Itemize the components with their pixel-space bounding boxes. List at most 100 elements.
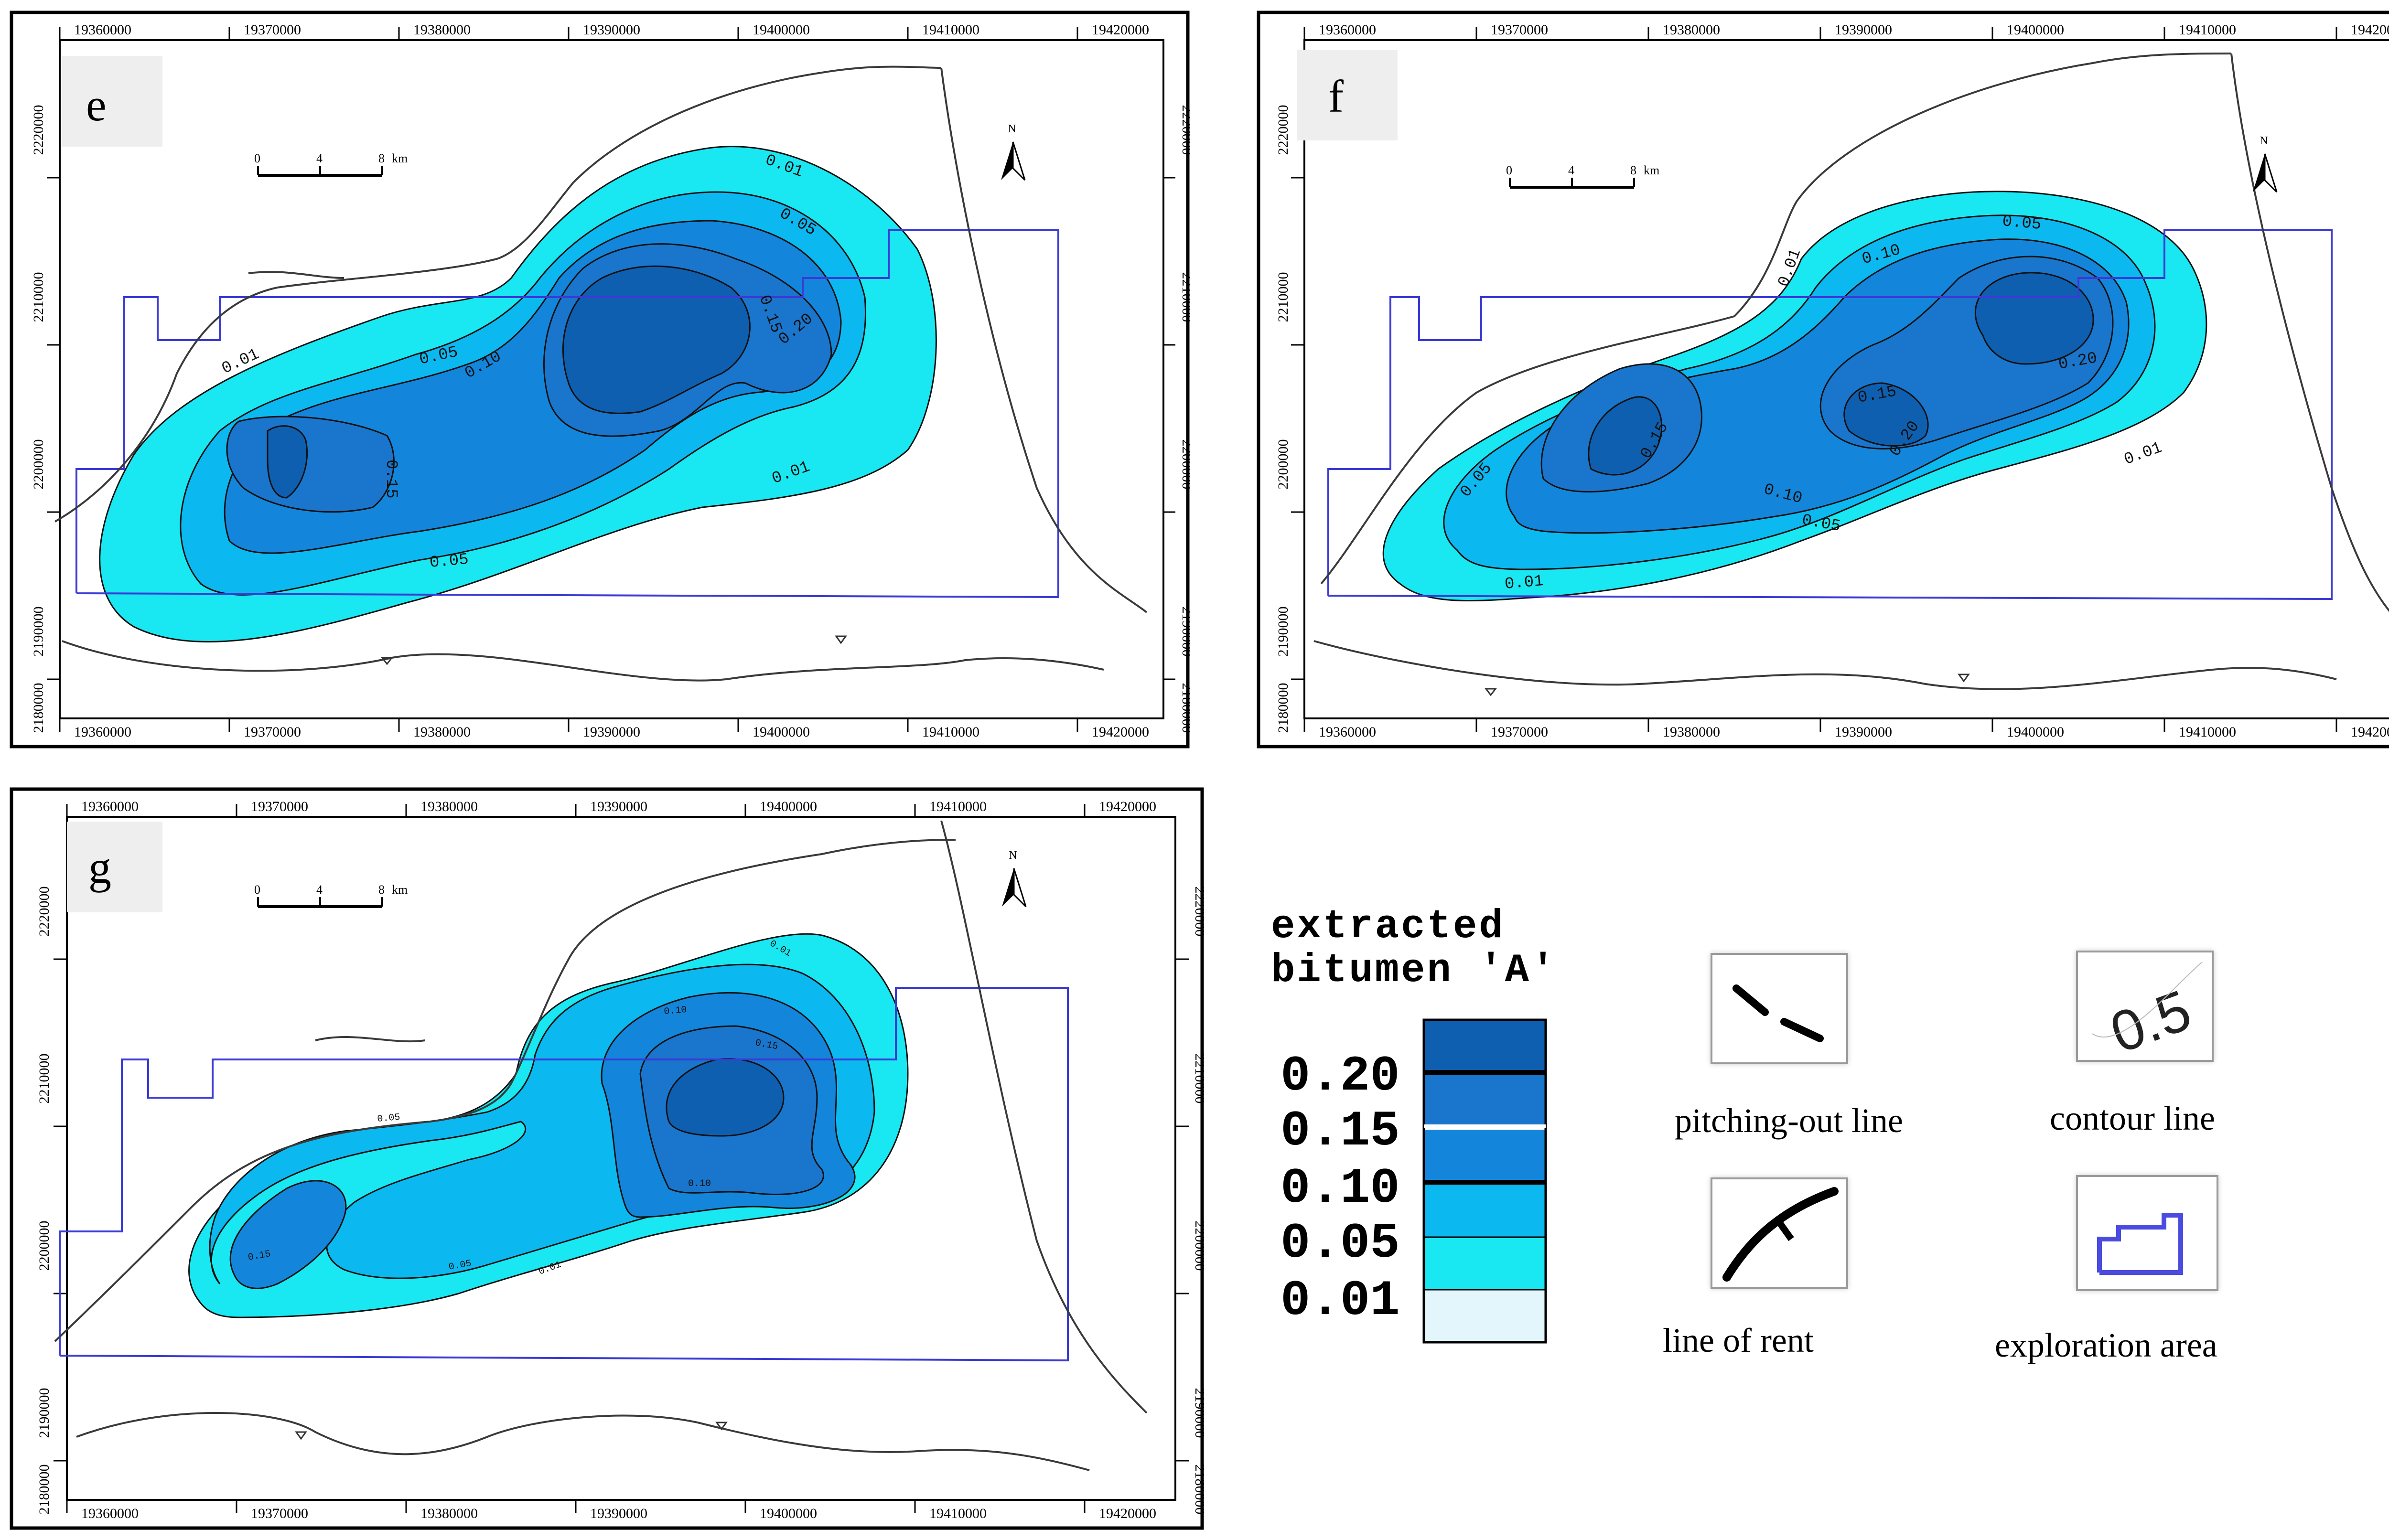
x-tick-label: 19380000 — [420, 799, 478, 814]
x-tick-label: 19410000 — [922, 724, 979, 740]
y-tick-label: 2200000 — [36, 1221, 52, 1271]
pitching-out-mark — [1958, 674, 1970, 683]
x-tick-label: 19390000 — [583, 724, 640, 740]
panel-label: f — [1328, 71, 1344, 122]
x-tick-labels-top: 19360000 19370000 19380000 19390000 1940… — [74, 22, 1149, 38]
scale-bar: 0 4 8 km — [254, 151, 408, 177]
y-tick-label: 2210000 — [31, 272, 46, 322]
y-tick-label: 2180000 — [36, 1465, 52, 1515]
svg-text:N: N — [1008, 123, 1016, 135]
legend-swatch-010 — [1424, 1130, 1546, 1182]
scale-tick: 4 — [316, 151, 323, 165]
y-tick-label: 2220000 — [36, 887, 52, 937]
x-tick-label: 19420000 — [1092, 22, 1149, 38]
pitching-out-line-symbol — [1711, 953, 1848, 1064]
exploration-area-icon — [2097, 1213, 2183, 1275]
exploration-boundary — [59, 987, 1069, 1362]
north-arrow-icon: N — [1002, 849, 1027, 908]
x-tick-label: 19400000 — [2007, 724, 2064, 740]
map-panel-f: 19360000 19370000 19380000 19390000 1940… — [1257, 11, 2389, 749]
map-e-svg: 19360000 19370000 19380000 19390000 1940… — [10, 11, 1190, 749]
x-tick-label: 19410000 — [929, 799, 987, 814]
contour-label: 0.10 — [664, 1005, 688, 1017]
y-tick-label: 2180000 — [1179, 683, 1190, 733]
legend-swatch-015 — [1424, 1072, 1546, 1125]
contour-line-label: contour line — [2050, 1099, 2215, 1137]
scale-tick: 0 — [1506, 163, 1512, 177]
x-tick-label: 19370000 — [244, 22, 301, 38]
pitching-out-mark — [835, 635, 847, 644]
x-tick-label: 19400000 — [760, 799, 817, 814]
y-tick-label: 2200000 — [1275, 439, 1291, 490]
legend-swatch-000 — [1424, 1290, 1546, 1342]
north-arrow-icon: N — [1001, 123, 1026, 181]
legend-title-line2: bitumen 'A' — [1271, 948, 1557, 994]
map-panel-e: 19360000 19370000 19380000 19390000 1940… — [10, 11, 1190, 749]
panel-label-box — [1297, 50, 1398, 140]
map-f-svg: 19360000 19370000 19380000 19390000 1940… — [1257, 11, 2389, 749]
x-tick-label: 19400000 — [760, 1506, 817, 1521]
y-tick-label: 2210000 — [1179, 272, 1190, 322]
contour-label: 0.01 — [1504, 572, 1545, 594]
y-tick-label: 2190000 — [1192, 1388, 1204, 1438]
y-tick-label: 2200000 — [1179, 439, 1190, 490]
x-tick-label: 19380000 — [413, 724, 471, 740]
legend-value: 0.15 — [1281, 1103, 1400, 1160]
y-tick-label: 2200000 — [1192, 1221, 1204, 1271]
rent-line — [315, 1036, 426, 1043]
pitching-out-mark — [1484, 688, 1497, 696]
svg-text:N: N — [2260, 135, 2268, 147]
y-tick-labels: 2220000 2210000 2200000 2190000 2180000 … — [36, 887, 1204, 1515]
x-tick-label: 19410000 — [2179, 22, 2236, 38]
x-tick-label: 19390000 — [590, 1506, 647, 1521]
x-tick-label: 19420000 — [1099, 799, 1156, 814]
y-tick-label: 2220000 — [1275, 105, 1291, 155]
legend-title-line1: extracted — [1271, 904, 1505, 950]
rent-line — [248, 271, 344, 279]
y-tick-label: 2210000 — [1192, 1054, 1204, 1104]
pitching-out-mark — [295, 1431, 307, 1440]
x-tick-labels-bottom: 19360000 19370000 19380000 19390000 1940… — [1319, 724, 2389, 740]
legend-swatch-001 — [1424, 1237, 1546, 1290]
x-tick-labels-top: 19360000 19370000 19380000 19390000 1940… — [81, 799, 1156, 814]
scale-tick: 8 — [1630, 163, 1636, 177]
x-tick-label: 19370000 — [251, 799, 308, 814]
legend-color-ramp — [1422, 1018, 1547, 1344]
x-tick-label: 19360000 — [74, 724, 131, 740]
rent-line — [62, 640, 1104, 682]
contour-zone-020b — [1974, 272, 2094, 365]
legend-swatch-005 — [1424, 1182, 1546, 1237]
y-tick-label: 2180000 — [1275, 683, 1291, 733]
y-tick-label: 2190000 — [1179, 607, 1190, 657]
rent-line — [2230, 53, 2389, 612]
contour-label: 0.10 — [688, 1178, 711, 1189]
exploration-boundary — [1327, 229, 2333, 600]
x-tick-label: 19380000 — [1663, 724, 1720, 740]
x-tick-label: 19360000 — [74, 22, 131, 38]
y-tick-label: 2220000 — [1192, 887, 1204, 937]
y-tick-label: 2220000 — [1179, 105, 1190, 155]
contour-label: 0.15 — [382, 460, 400, 499]
scale-tick: 0 — [254, 151, 260, 165]
x-tick-label: 19400000 — [753, 724, 810, 740]
pitching-out-line-label: pitching-out line — [1675, 1102, 1903, 1140]
exploration-area-symbol — [2076, 1175, 2218, 1291]
x-tick-label: 19380000 — [413, 22, 471, 38]
x-tick-label: 19390000 — [583, 22, 640, 38]
svg-text:N: N — [1009, 849, 1017, 862]
x-tick-labels-top: 19360000 19370000 19380000 19390000 1940… — [1319, 22, 2389, 38]
panel-label: g — [88, 842, 111, 893]
y-tick-label: 2190000 — [36, 1388, 52, 1438]
x-tick-label: 19400000 — [2007, 22, 2064, 38]
map-g-svg: 19360000 19370000 19380000 19390000 1940… — [10, 787, 1204, 1530]
contour-zone-020 — [562, 265, 751, 414]
rent-line — [76, 1412, 1090, 1471]
scale-unit: km — [392, 883, 408, 897]
y-tick-label: 2190000 — [1275, 607, 1291, 657]
x-tick-label: 19370000 — [1491, 724, 1548, 740]
x-tick-label: 19410000 — [922, 22, 979, 38]
x-tick-label: 19410000 — [929, 1506, 987, 1521]
axis-ticks — [54, 804, 1189, 1513]
rent-line — [54, 65, 942, 523]
line-of-rent-symbol — [1711, 1177, 1848, 1289]
